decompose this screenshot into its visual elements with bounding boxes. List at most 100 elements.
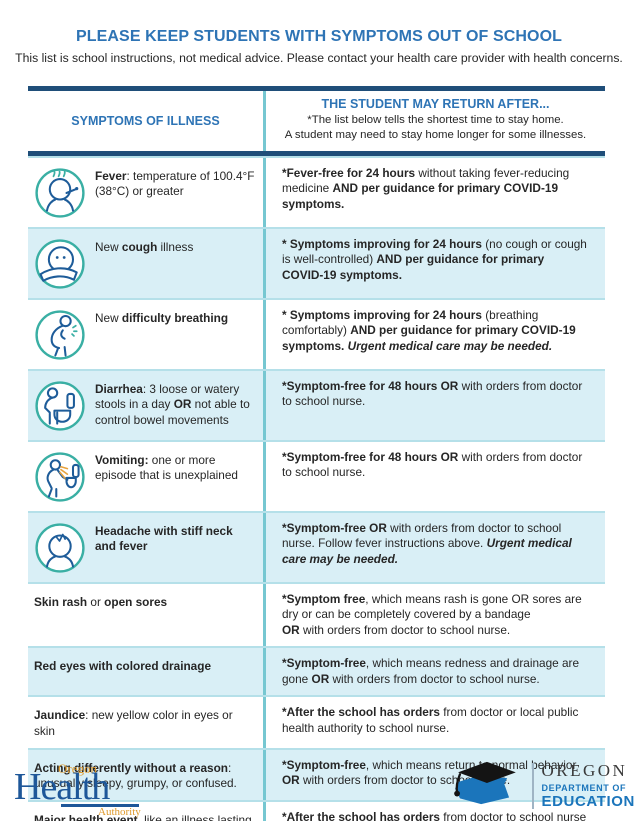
graduation-cap-state-icon [446, 757, 524, 814]
symptom-cell: Diarrhea: 3 loose or watery stools in a … [28, 371, 263, 440]
text-segment: Vomiting: [95, 452, 149, 467]
oregon-department-of-education-logo: OREGON DEPARTMENT OF EDUCATION [446, 757, 635, 814]
table-row: Red eyes with colored drainage *Symptom-f… [28, 646, 605, 696]
return-after-cell: * Symptoms improving for 24 hours (no co… [263, 228, 605, 298]
oha-logo-authority-text: Authority [98, 806, 141, 818]
symptom-text: Headache with stiff neck and fever [95, 521, 255, 574]
symptom-cell: Vomiting: one or more episode that is un… [28, 442, 263, 511]
cough-icon [34, 238, 86, 290]
headache-icon [34, 522, 86, 574]
symptom-cell: Major health event, like an illness last… [28, 802, 263, 821]
text-segment: *Symptom-free for 48 hours OR [282, 378, 459, 393]
text-segment: Urgent medical care may be needed. [347, 338, 553, 353]
fever-icon [34, 167, 86, 219]
text-segment: with orders from doctor to school nurse.… [282, 520, 562, 551]
return-header-note-1: *The list below tells the shortest time … [307, 114, 564, 126]
table-row: Jaundice: new yellow color in eyes or sk… [28, 695, 605, 748]
text-segment: , which means redness and drainage are g… [282, 656, 580, 686]
text-segment: Urgent medical care may be needed. [282, 536, 572, 566]
text-segment: *Symptom-free for 48 hours OR [282, 449, 459, 464]
symptom-cell: New cough illness [28, 229, 263, 298]
symptom-cell: Headache with stiff neck and fever [28, 513, 263, 582]
symptom-cell: Fever: temperature of 100.4°F (38°C) or … [28, 158, 263, 227]
symptom-cell: Jaundice: new yellow color in eyes or sk… [28, 697, 263, 747]
ode-logo-department-text: DEPARTMENT OF [541, 783, 627, 793]
text-segment: *Fever-free for 24 hours [282, 165, 416, 180]
text-segment: or [87, 594, 105, 609]
table-header-row: SYMPTOMS OF ILLNESS THE STUDENT MAY RETU… [28, 91, 605, 151]
text-segment: from doctor to school nurse [440, 809, 587, 821]
text-segment: AND per guidance for primary COVID-19 sy… [282, 181, 559, 211]
return-after-cell: *Symptom-free, which means redness and d… [263, 648, 605, 696]
table-row: Headache with stiff neck and fever *Sympt… [28, 510, 605, 582]
text-segment: OR [173, 397, 192, 412]
text-segment: Red eyes with colored drainage [34, 659, 212, 674]
oha-logo-underline [61, 804, 139, 807]
symptom-text: Skin rash or open sores [34, 592, 167, 639]
difficulty-breathing-icon [34, 309, 86, 361]
text-segment: , which means return to normal behavior [365, 757, 577, 772]
column-header-return: THE STUDENT MAY RETURN AFTER... *The lis… [263, 91, 605, 151]
table-row: Vomiting: one or more episode that is un… [28, 439, 605, 511]
symptom-text: Acting differently without a reason: unu… [34, 758, 255, 792]
text-segment: New [95, 239, 122, 254]
symptoms-table: SYMPTOMS OF ILLNESS THE STUDENT MAY RETU… [28, 86, 605, 821]
return-header-note-2: A student may need to stay home longer f… [284, 128, 587, 141]
table-top-bar [28, 86, 605, 91]
text-segment: one or more episode that is unexplained [95, 452, 238, 483]
text-segment: (no cough or cough is well-controlled) [282, 236, 587, 267]
ode-logo-text: OREGON DEPARTMENT OF EDUCATION [542, 761, 635, 810]
text-segment: *After the school has orders [282, 809, 440, 821]
symptom-text: Major health event, like an illness last… [34, 810, 255, 821]
return-after-cell: *After the school has orders from doctor… [263, 697, 605, 748]
oregon-health-authority-logo: Oregon Health Authority [14, 760, 184, 818]
text-segment: *Symptom-free [282, 757, 366, 772]
symptom-text: New difficulty breathing [95, 308, 228, 361]
column-header-symptoms: SYMPTOMS OF ILLNESS [71, 113, 220, 128]
return-after-cell: *Symptom free, which means rash is gone … [263, 583, 605, 647]
return-after-cell: *Symptom-free OR with orders from doctor… [263, 512, 605, 582]
diarrhea-icon [34, 380, 86, 432]
text-segment: with orders from doctor to school nurse. [282, 449, 583, 480]
text-segment: AND per guidance for primary COVID-19 sy… [282, 323, 576, 353]
table-row: Diarrhea: 3 loose or watery stools in a … [28, 368, 605, 440]
page-title: PLEASE KEEP STUDENTS WITH SYMPTOMS OUT O… [75, 28, 563, 45]
text-segment: open sores [104, 594, 168, 609]
text-segment: Fever [95, 168, 127, 183]
text-segment: *Symptom-free OR [282, 520, 387, 535]
text-segment: *After the school has orders [282, 705, 440, 720]
ode-logo-education-text: EDUCATION [541, 793, 635, 810]
text-segment: OR [311, 671, 330, 686]
text-segment: with orders from doctor to school nurse. [299, 622, 511, 637]
symptom-text: Jaundice: new yellow color in eyes or sk… [34, 705, 255, 739]
text-segment: , which means rash is gone OR sores are … [282, 591, 582, 622]
table-row: Major health event, like an illness last… [28, 799, 605, 821]
return-header-title: THE STUDENT MAY RETURN AFTER... [321, 97, 550, 111]
return-after-cell: *Symptom-free for 48 hours OR with order… [263, 441, 605, 511]
return-after-cell: * Symptoms improving for 24 hours (breat… [263, 299, 605, 369]
text-segment: : 3 loose or watery stools in a day [95, 381, 240, 412]
symptom-cell: Skin rash or open sores [28, 584, 263, 647]
text-segment: with orders from doctor to school nurse. [329, 671, 540, 686]
oha-logo-health-text: Health [14, 766, 110, 808]
symptom-text: New cough illness [95, 237, 193, 290]
text-segment: *Symptom-free [282, 656, 366, 671]
table-row: New cough illness * Symptoms improving fo… [28, 226, 605, 298]
text-segment: (breathing comfortably) [282, 307, 539, 338]
text-segment: * Symptoms improving for 24 hours [282, 307, 482, 322]
vomiting-icon [34, 451, 86, 503]
return-after-cell: *After the school has orders from doctor… [263, 801, 605, 821]
table-body: Fever: temperature of 100.4°F (38°C) or … [28, 155, 605, 821]
text-segment: : unusually sleepy, grumpy, or confused. [34, 760, 237, 791]
return-after-cell: *Symptom-free for 48 hours OR with order… [263, 370, 605, 440]
ode-logo-divider [532, 762, 534, 809]
text-segment: : temperature of 100.4°F (38°C) or great… [95, 168, 255, 199]
text-segment: Acting differently without a reason [34, 760, 229, 775]
text-segment: difficulty breathing [121, 310, 229, 325]
oha-logo-oregon-text: Oregon [58, 761, 97, 776]
text-segment: AND per guidance for primary COVID-19 sy… [282, 252, 545, 282]
symptom-text: Fever: temperature of 100.4°F (38°C) or … [95, 166, 255, 219]
text-segment: with orders from doctor to school nurse. [282, 378, 583, 409]
symptom-cell: Red eyes with colored drainage [28, 648, 263, 695]
text-segment: without taking fever-reducing medicine [282, 165, 570, 196]
